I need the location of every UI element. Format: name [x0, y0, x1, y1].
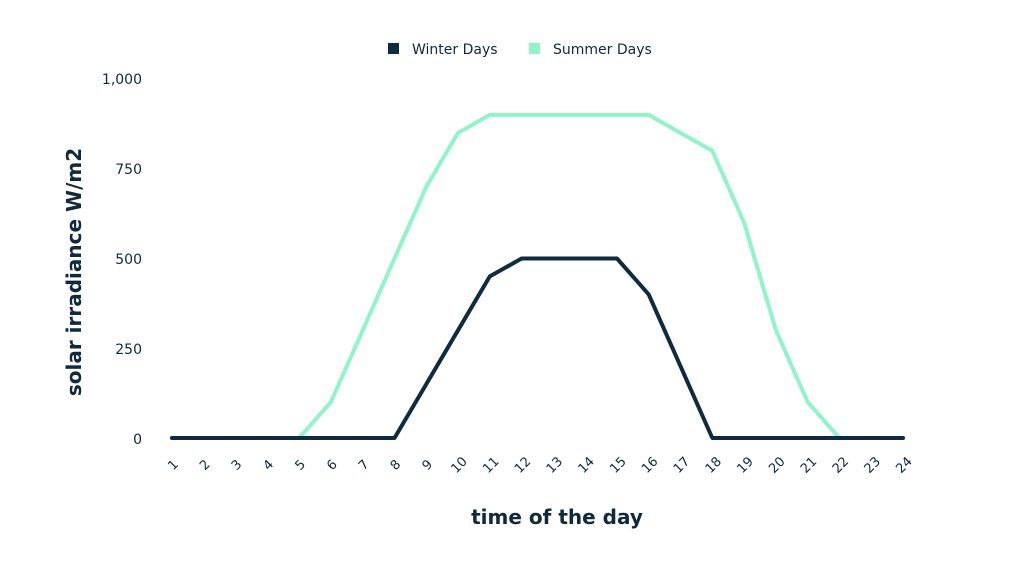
y-tick-label: 0 — [133, 432, 142, 448]
x-tick-label: 23 — [862, 454, 884, 476]
x-tick-label: 5 — [292, 457, 308, 473]
legend-swatch-winter — [388, 43, 399, 54]
y-axis-label: solar irradiance W/m2 — [62, 148, 86, 396]
x-tick-label: 21 — [798, 454, 820, 476]
x-tick-label: 2 — [197, 457, 213, 473]
x-tick-label: 22 — [830, 454, 852, 476]
y-tick-label: 1,000 — [102, 72, 142, 88]
x-tick-label: 3 — [229, 457, 245, 473]
x-tick-label: 6 — [324, 457, 340, 473]
legend-label-summer: Summer Days — [553, 42, 652, 58]
series-line-summer-days — [170, 112, 905, 440]
x-tick-label: 1 — [165, 457, 181, 473]
legend-label-winter: Winter Days — [412, 42, 498, 58]
y-tick-label: 750 — [115, 162, 142, 178]
x-tick-label: 19 — [734, 454, 756, 476]
x-tick-label: 9 — [420, 457, 436, 473]
x-tick-label: 16 — [639, 454, 661, 476]
x-tick-label: 20 — [766, 454, 788, 476]
x-axis-label: time of the day — [471, 505, 643, 529]
x-tick-label: 4 — [261, 457, 277, 473]
x-tick-label: 18 — [703, 454, 725, 476]
series-lines — [170, 112, 905, 440]
x-tick-label: 17 — [671, 454, 693, 476]
x-tick-label: 24 — [893, 454, 915, 476]
legend: Winter Days Summer Days — [388, 42, 652, 58]
x-tick-label: 13 — [544, 454, 566, 476]
x-tick-label: 7 — [356, 457, 372, 473]
x-tick-label: 15 — [607, 454, 629, 476]
series-line-winter-days — [170, 256, 905, 440]
legend-swatch-summer — [529, 43, 540, 54]
y-axis-ticks: 0 250 500 750 1,000 — [102, 72, 142, 448]
x-tick-label: 10 — [448, 454, 470, 476]
x-tick-label: 14 — [576, 454, 598, 476]
x-tick-label: 11 — [480, 454, 502, 476]
y-tick-label: 500 — [115, 252, 142, 268]
y-tick-label: 250 — [115, 342, 142, 358]
x-tick-label: 8 — [388, 457, 404, 473]
x-axis-ticks: 1 2 3 4 5 6 7 8 9 10 11 12 13 14 15 16 17 18 19 20 21 22 23 24 — [165, 454, 915, 476]
x-tick-label: 12 — [512, 454, 534, 476]
